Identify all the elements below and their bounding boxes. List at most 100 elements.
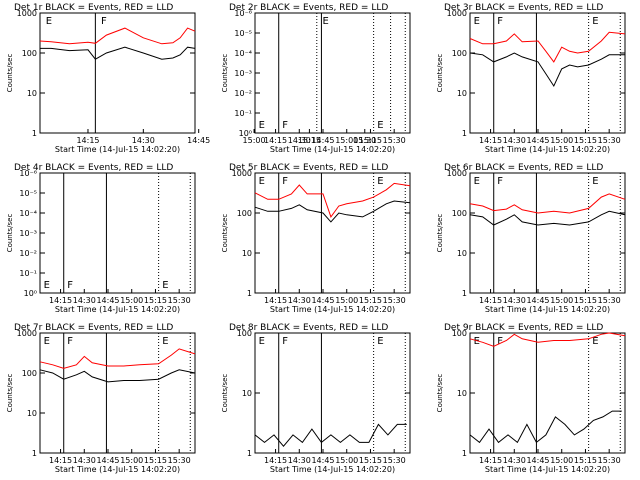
x-tick-label: 14:45 — [96, 296, 119, 305]
x-tick-label: 14:15 — [264, 456, 287, 465]
x-tick-label: 15:15 — [359, 456, 382, 465]
plot-panel-7: Det 7r BLACK = Events, RED = LLD 1 10 100 10… — [6, 323, 196, 474]
x-tick-label: 15:30 — [383, 296, 406, 305]
x-tick-label: 14:45 — [311, 456, 334, 465]
plot-panel-1: Det 1r BLACK = Events, RED = LLD 1 10 100 10… — [6, 3, 392, 154]
y-tick-label: 100 — [237, 209, 252, 218]
y-tick-label: 100 — [22, 369, 37, 378]
x-tick-label: 15:15 — [574, 456, 597, 465]
plot-panel-2: Det 2r BLACK = Events, RED = LLD 10⁰ 10⁻¹ 1… — [221, 3, 411, 154]
marker-label: E — [44, 336, 50, 347]
y-tick-label: 100 — [237, 329, 252, 338]
y-axis-label: Counts/sec — [436, 54, 444, 93]
y-tick-label: 10⁻⁴ — [234, 49, 252, 58]
plot-title: Det 9r BLACK = Events, RED = LLD — [444, 323, 603, 333]
series-line-events — [469, 410, 622, 444]
x-tick-label: 15:00 — [550, 136, 573, 145]
plot-title: Det 6r BLACK = Events, RED = LLD — [444, 163, 603, 173]
plot-title: Det 2r BLACK = Events, RED = LLD — [229, 3, 388, 13]
plot-title: Det 7r BLACK = Events, RED = LLD — [14, 323, 173, 333]
marker-label: E — [592, 176, 598, 187]
y-tick-label: 1 — [462, 129, 467, 138]
x-tick-label: 14:15 — [479, 296, 502, 305]
marker-label: F — [67, 280, 73, 291]
x-tick-label: 14:45 — [96, 456, 119, 465]
x-axis-label: Start Time (14-Jul-15 14:02:20) — [270, 465, 395, 474]
marker-label: E — [44, 280, 50, 291]
x-tick-label: 14:15 — [479, 456, 502, 465]
x-tick-label: 15:00 — [550, 296, 573, 305]
series-line-events — [254, 200, 411, 223]
y-tick-label: 10 — [27, 89, 37, 98]
x-tick-label: 15:15 — [359, 296, 382, 305]
plot-panel-5: Det 5r BLACK = Events, RED = LLD 1 10 100 10… — [221, 163, 411, 314]
y-tick-label: 1 — [247, 449, 252, 458]
x-tick-label: 14:30 — [132, 136, 155, 145]
x-tick-label: 15:00 — [335, 136, 358, 145]
x-tick-label: 14:30 — [288, 456, 311, 465]
plot-frame — [469, 172, 626, 294]
marker-label: F — [282, 120, 288, 131]
marker-label: E — [592, 16, 598, 27]
plot-panel-6: Det 6r BLACK = Events, RED = LLD 1 10 100 10… — [436, 163, 626, 314]
y-tick-label: 10⁻⁵ — [19, 189, 37, 198]
marker-label: F — [282, 176, 288, 187]
marker-label: E — [377, 336, 383, 347]
marker-label: E — [46, 16, 52, 27]
x-tick-label: 15:00 — [335, 456, 358, 465]
plot-title: Det 3r BLACK = Events, RED = LLD — [444, 3, 603, 13]
series-line-events — [39, 369, 196, 383]
x-tick-label: 15:15 — [574, 296, 597, 305]
x-axis-label: Start Time (14-Jul-15 14:02:20) — [485, 305, 610, 314]
y-tick-label: 10⁻³ — [234, 69, 252, 78]
x-tick-label: 15:00 — [120, 456, 143, 465]
y-tick-label: 10⁻⁵ — [234, 29, 252, 38]
y-tick-label: 1 — [462, 449, 467, 458]
y-axis-label: Counts/sec — [6, 54, 14, 93]
y-tick-label: 10⁰ — [239, 129, 252, 138]
plot-frame — [254, 172, 411, 294]
x-tick-label: 14:45 — [311, 136, 334, 145]
x-tick-label: 15:15 — [144, 296, 167, 305]
marker-label: E — [474, 336, 480, 347]
plot-title: Det 1r BLACK = Events, RED = LLD — [14, 3, 173, 13]
x-tick-label: 15:30 — [598, 456, 621, 465]
plot-panel-8: Det 8r BLACK = Events, RED = LLD 1 10 100 Co… — [221, 323, 411, 474]
plot-panel-4: Det 4r BLACK = Events, RED = LLD 10⁰ 10⁻¹ 1… — [6, 163, 196, 314]
x-tick-label: 14:30 — [503, 136, 526, 145]
x-tick-label: 15:30 — [598, 296, 621, 305]
y-tick-label: 1 — [462, 289, 467, 298]
x-tick-label: 15:00 — [243, 136, 266, 145]
x-tick-label: 15:30 — [383, 456, 406, 465]
x-tick-label: 14:30 — [503, 456, 526, 465]
y-tick-label: 100 — [22, 49, 37, 58]
x-tick-label: 15:15 — [144, 456, 167, 465]
series-line-lld — [469, 193, 626, 214]
marker-label: E — [474, 16, 480, 27]
y-tick-label: 100 — [452, 209, 467, 218]
y-tick-label: 10 — [27, 409, 37, 418]
x-tick-label: 15:30 — [353, 136, 376, 145]
series-line-lld — [39, 348, 196, 369]
y-tick-label: 10⁻⁶ — [19, 169, 37, 178]
x-tick-label: 15:00 — [120, 296, 143, 305]
marker-label: E — [592, 336, 598, 347]
x-tick-label: 15:30 — [598, 136, 621, 145]
marker-label: E — [259, 336, 265, 347]
x-axis-label: Start Time (14-Jul-15 14:02:20) — [55, 145, 180, 154]
x-tick-label: 14:45 — [526, 136, 549, 145]
x-tick-label: 14:15 — [49, 296, 72, 305]
x-tick-label: 15:30 — [383, 136, 406, 145]
x-tick-label: 14:45 — [187, 136, 210, 145]
y-axis-label: Counts/sec — [221, 54, 229, 93]
y-tick-label: 1 — [247, 289, 252, 298]
series-line-lld — [469, 31, 626, 63]
y-tick-label: 1 — [32, 449, 37, 458]
x-axis-label: Start Time (14-Jul-15 14:02:20) — [485, 145, 610, 154]
y-axis-label: Counts/sec — [436, 374, 444, 413]
plot-title: Det 8r BLACK = Events, RED = LLD — [229, 323, 388, 333]
x-tick-label: 14:15 — [264, 296, 287, 305]
marker-label: F — [497, 176, 503, 187]
x-tick-label: 15:30 — [168, 296, 191, 305]
x-tick-label: 15:30 — [168, 456, 191, 465]
